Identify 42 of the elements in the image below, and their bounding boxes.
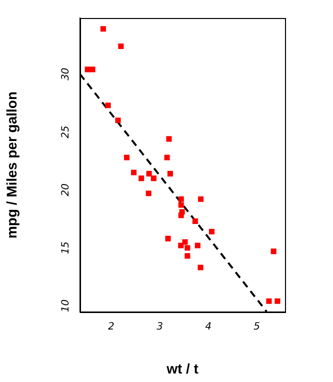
y-tick-label: 30 xyxy=(60,68,72,80)
point xyxy=(198,196,204,202)
point xyxy=(208,228,214,234)
x-tick-label: 5 xyxy=(254,322,260,333)
point xyxy=(266,298,272,304)
point xyxy=(100,26,106,32)
point xyxy=(146,170,152,176)
point xyxy=(115,118,121,124)
point xyxy=(131,170,137,176)
y-tick-label: 10 xyxy=(60,299,72,312)
point xyxy=(165,236,171,242)
point xyxy=(184,245,190,251)
point xyxy=(118,44,124,50)
x-tick-label: 4 xyxy=(205,322,212,333)
y-axis-title: mpg / Miles per gallon xyxy=(3,91,20,239)
y-tick-label: 20 xyxy=(60,184,72,196)
point xyxy=(166,136,172,142)
point xyxy=(270,248,276,254)
point xyxy=(178,202,184,208)
point xyxy=(146,190,152,196)
point xyxy=(124,154,130,160)
point xyxy=(178,242,184,248)
point xyxy=(178,196,184,202)
point xyxy=(90,66,96,72)
x-axis-title: wt / t xyxy=(166,360,199,376)
point xyxy=(184,253,190,259)
point xyxy=(194,242,200,248)
point xyxy=(274,298,280,304)
point xyxy=(105,102,111,108)
point xyxy=(198,264,204,270)
x-tick-label: 3 xyxy=(156,322,163,333)
point xyxy=(150,176,156,182)
point xyxy=(178,212,184,218)
point xyxy=(167,170,173,176)
y-tick-label: 25 xyxy=(60,126,72,138)
x-tick-label: 2 xyxy=(108,322,114,333)
point xyxy=(182,239,188,245)
point xyxy=(192,218,198,224)
y-tick-label: 15 xyxy=(60,241,72,254)
point xyxy=(138,176,144,182)
point xyxy=(164,154,170,160)
point xyxy=(84,66,90,72)
